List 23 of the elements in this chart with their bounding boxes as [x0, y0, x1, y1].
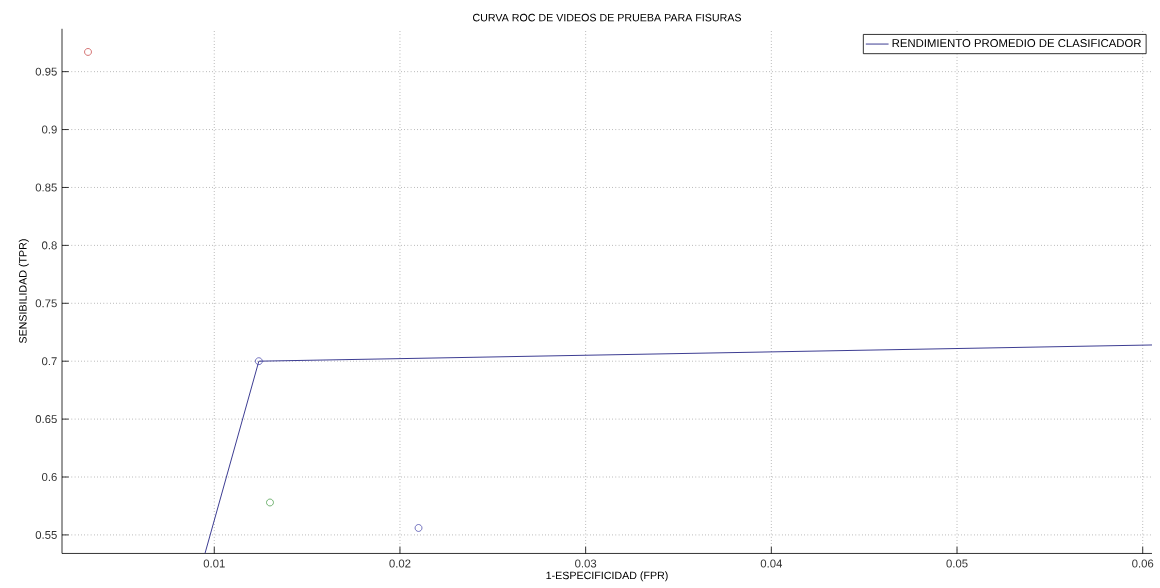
point: [255, 357, 263, 365]
y-tick-label: 0.95: [35, 67, 57, 76]
y-tick-label: 0.6: [41, 473, 57, 482]
y-tick-label: 0.8: [41, 241, 57, 250]
y-tick-label: 0.55: [35, 530, 57, 539]
point: [266, 498, 274, 507]
y-tick-label: 0.75: [35, 299, 57, 308]
legend-label: RENDIMIENTO PROMEDIO DE CLASIFICADOR: [892, 39, 1141, 48]
x-tick-label: 0.01: [203, 559, 225, 568]
x-tick-label: 0.04: [760, 559, 783, 568]
y-tick-label: 0.65: [35, 415, 57, 424]
x-tick-label: 0.03: [575, 559, 597, 568]
y-tick-label: 0.9: [41, 125, 57, 134]
point: [84, 48, 92, 56]
y-tick-label: 0.7: [41, 357, 57, 366]
y-axis-title: SENSIBILIDAD (TPR): [18, 239, 29, 344]
y-tick-label: 0.85: [35, 183, 57, 192]
x-tick-label: 0.06: [1132, 559, 1154, 568]
x-tick-label: 0.05: [946, 559, 968, 568]
x-axis-title: 1-ESPECIFICIDAD (FPR): [546, 571, 668, 582]
point: [414, 524, 423, 532]
chart-title: CURVA ROC DE VIDEOS DE PRUEBA PARA FISURAS: [473, 13, 742, 22]
x-tick-label: 0.02: [389, 559, 411, 568]
